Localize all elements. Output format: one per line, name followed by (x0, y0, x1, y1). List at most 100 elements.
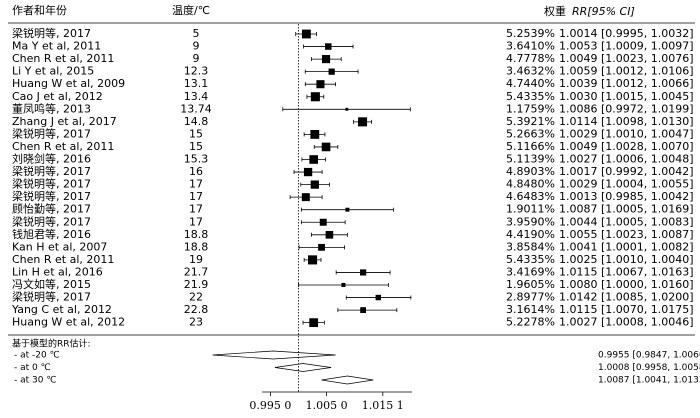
rr-label: 1.0080 [1.0000, 1.0160] (559, 278, 694, 291)
study-box (341, 282, 346, 288)
rr-label: 1.0014 [0.9995, 1.0032] (559, 27, 694, 40)
temperature: 17 (189, 190, 203, 203)
summary-diamond (321, 375, 374, 385)
study-label: Cao J et al, 2012 (12, 90, 103, 103)
temperature: 12.3 (184, 65, 209, 78)
study-label: 梁锐明等, 2017 (12, 189, 91, 203)
rr-label: 1.0027 [1.0006, 1.0048] (559, 153, 694, 166)
study-box (321, 55, 331, 64)
study-label: Chen R et al, 2011 (12, 52, 114, 65)
summary-diamond (274, 363, 332, 372)
rr-label: 1.0115 [1.0070, 1.0175] (559, 303, 694, 316)
weight: 3.9590% (506, 215, 555, 228)
study-box (308, 255, 318, 265)
study-label: 梁锐明等, 2017 (12, 126, 91, 140)
study-label: Huang W et al, 2009 (12, 77, 125, 90)
temperature: 15 (189, 140, 203, 153)
rr-label: 1.0055 [1.0023, 1.0087] (559, 228, 694, 241)
study-box (319, 218, 327, 226)
weight: 3.6410% (506, 40, 555, 53)
study-label: Yang C et al, 2012 (11, 303, 112, 316)
rr-label: 1.0017 [0.9992, 1.0042] (559, 165, 694, 178)
study-label: 董凤鸣等, 2013 (12, 101, 91, 115)
weight: 5.2539% (506, 27, 555, 40)
summary-rr-label: 0.9955 [0.9847, 1.0066] (598, 351, 700, 361)
study-box (375, 294, 381, 301)
study-label: 梁锐明等, 2017 (12, 214, 91, 228)
study-box (303, 167, 313, 177)
weight: 3.4632% (506, 65, 555, 78)
study-label: Ma Y et al, 2011 (12, 40, 101, 53)
temperature: 18.8 (184, 240, 209, 253)
weight: 1.9605% (506, 278, 555, 291)
weight: 4.7440% (506, 77, 555, 90)
study-box (309, 155, 318, 164)
summary-title: 基于模型的RR估计: (12, 338, 91, 350)
study-box (309, 318, 319, 328)
weight: 1.1759% (506, 102, 555, 115)
summary-diamond (212, 350, 336, 360)
temperature: 17 (189, 178, 203, 191)
header-weight: 权重 (544, 4, 566, 18)
weight: 3.4169% (506, 265, 555, 278)
temperature: 14.8 (184, 115, 209, 128)
study-box (325, 230, 334, 239)
study-box (318, 243, 325, 251)
temperature: 9 (193, 52, 200, 65)
weight: 3.1614% (506, 303, 555, 316)
study-box (301, 193, 310, 202)
temperature: 16 (189, 165, 203, 178)
study-box (360, 269, 367, 276)
temperature: 21.7 (184, 265, 209, 278)
rr-label: 1.0049 [1.0028, 1.0070] (559, 140, 694, 153)
rr-label: 1.0013 [0.9985, 1.0042] (559, 190, 694, 203)
temperature: 18.8 (184, 228, 209, 241)
study-label: Chen R et al, 2011 (12, 140, 114, 153)
study-box (345, 207, 350, 212)
rr-label: 1.0053 [1.0009, 1.0097] (559, 40, 694, 53)
header-study: 作者和年份 (12, 3, 67, 17)
temperature: 13.4 (184, 90, 209, 103)
study-label: Zhang J et al, 2017 (12, 115, 117, 128)
weight: 4.6483% (506, 190, 555, 203)
study-box (321, 142, 331, 152)
study-box (325, 43, 332, 50)
study-label: 钱旭君等, 2016 (12, 227, 91, 241)
study-box (360, 307, 367, 313)
temperature: 21.9 (184, 278, 209, 291)
temperature: 17 (189, 203, 203, 216)
weight: 5.4335% (506, 253, 555, 266)
weight: 4.7778% (506, 52, 555, 65)
summary-label: - at 0 ℃ (14, 363, 51, 373)
rr-label: 1.0041 [1.0001, 1.0082] (559, 240, 694, 253)
temperature: 9 (193, 40, 200, 53)
rr-label: 1.0029 [1.0010, 1.0047] (559, 127, 694, 140)
x-tick-label: 1.015 1 (362, 399, 404, 412)
rr-label: 1.0029 [1.0004, 1.0055] (559, 178, 694, 191)
study-box (345, 107, 349, 111)
study-label: 顾怡勤等, 2017 (12, 202, 91, 216)
weight: 3.8584% (506, 240, 555, 253)
rr-label: 1.0027 [1.0008, 1.0046] (559, 316, 694, 329)
temperature: 13.1 (184, 77, 209, 90)
x-tick-label: 0.995 0 (249, 399, 291, 412)
weight: 5.1166% (506, 140, 555, 153)
header-rr: RR[95% CI] (572, 5, 635, 18)
study-box (310, 180, 319, 189)
rr-label: 1.0025 [1.0010, 1.0040] (559, 253, 694, 266)
weight: 5.4335% (506, 90, 555, 103)
rr-label: 1.0059 [1.0012, 1.0106] (559, 65, 694, 78)
temperature: 5 (193, 27, 200, 40)
study-label: 刘晓剑等, 2016 (12, 152, 91, 166)
study-label: 梁锐明等, 2017 (12, 26, 91, 40)
weight: 5.1139% (506, 153, 555, 166)
study-box (316, 80, 325, 89)
summary-rr-label: 1.0008 [0.9958, 1.0058] (598, 363, 700, 373)
weight: 4.4190% (506, 228, 555, 241)
temperature: 22.8 (184, 303, 209, 316)
x-tick-label: 1.005 0 (306, 399, 348, 412)
temperature: 13.74 (180, 102, 212, 115)
rr-label: 1.0030 [1.0015, 1.0045] (559, 90, 694, 103)
rr-label: 1.0087 [1.0005, 1.0169] (559, 203, 694, 216)
